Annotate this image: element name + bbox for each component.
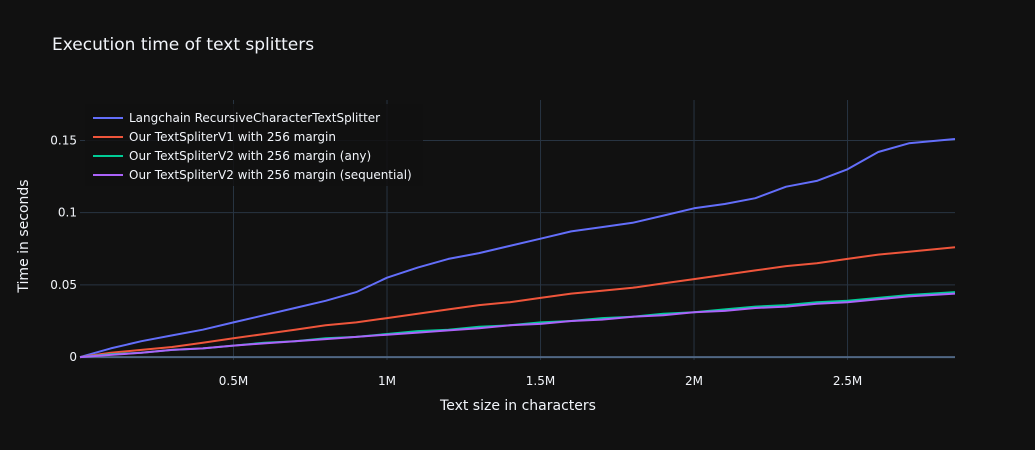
x-tick-label: 2.5M [833,374,862,388]
grid [80,100,955,360]
y-tick-label: 0.1 [58,206,77,220]
y-axis-ticks: 0 0.05 0.1 0.15 [50,133,77,364]
legend-label: Langchain RecursiveCharacterTextSplitter [129,111,380,125]
x-axis-title: Text size in characters [439,398,596,414]
legend-item[interactable]: Our TextSpliterV2 with 256 margin (any) [93,149,371,163]
series-line-2[interactable] [79,246,956,359]
y-tick-label: 0.05 [50,278,77,292]
y-axis-title: Time in seconds [16,179,32,293]
legend[interactable]: Langchain RecursiveCharacterTextSplitter… [85,104,423,186]
series-line-1[interactable] [79,138,956,359]
legend-background [85,104,423,186]
y-tick-label: 0 [69,350,77,364]
x-tick-label: 0.5M [219,374,248,388]
series-line-4[interactable] [79,292,956,359]
series-group [79,138,956,359]
legend-item[interactable]: Our TextSpliterV1 with 256 margin [93,130,336,144]
legend-label: Our TextSpliterV2 with 256 margin (seque… [129,168,412,182]
chart-title: Execution time of text splitters [52,35,314,55]
legend-label: Our TextSpliterV2 with 256 margin (any) [129,149,371,163]
x-tick-label: 1M [378,374,396,388]
legend-label: Our TextSpliterV1 with 256 margin [129,130,336,144]
x-axis-ticks: 0.5M 1M 1.5M 2M 2.5M [219,374,862,388]
legend-item[interactable]: Our TextSpliterV2 with 256 margin (seque… [93,168,412,182]
x-tick-label: 2M [685,374,703,388]
legend-item[interactable]: Langchain RecursiveCharacterTextSplitter [93,111,380,125]
x-tick-label: 1.5M [526,374,555,388]
y-tick-label: 0.15 [50,133,77,147]
